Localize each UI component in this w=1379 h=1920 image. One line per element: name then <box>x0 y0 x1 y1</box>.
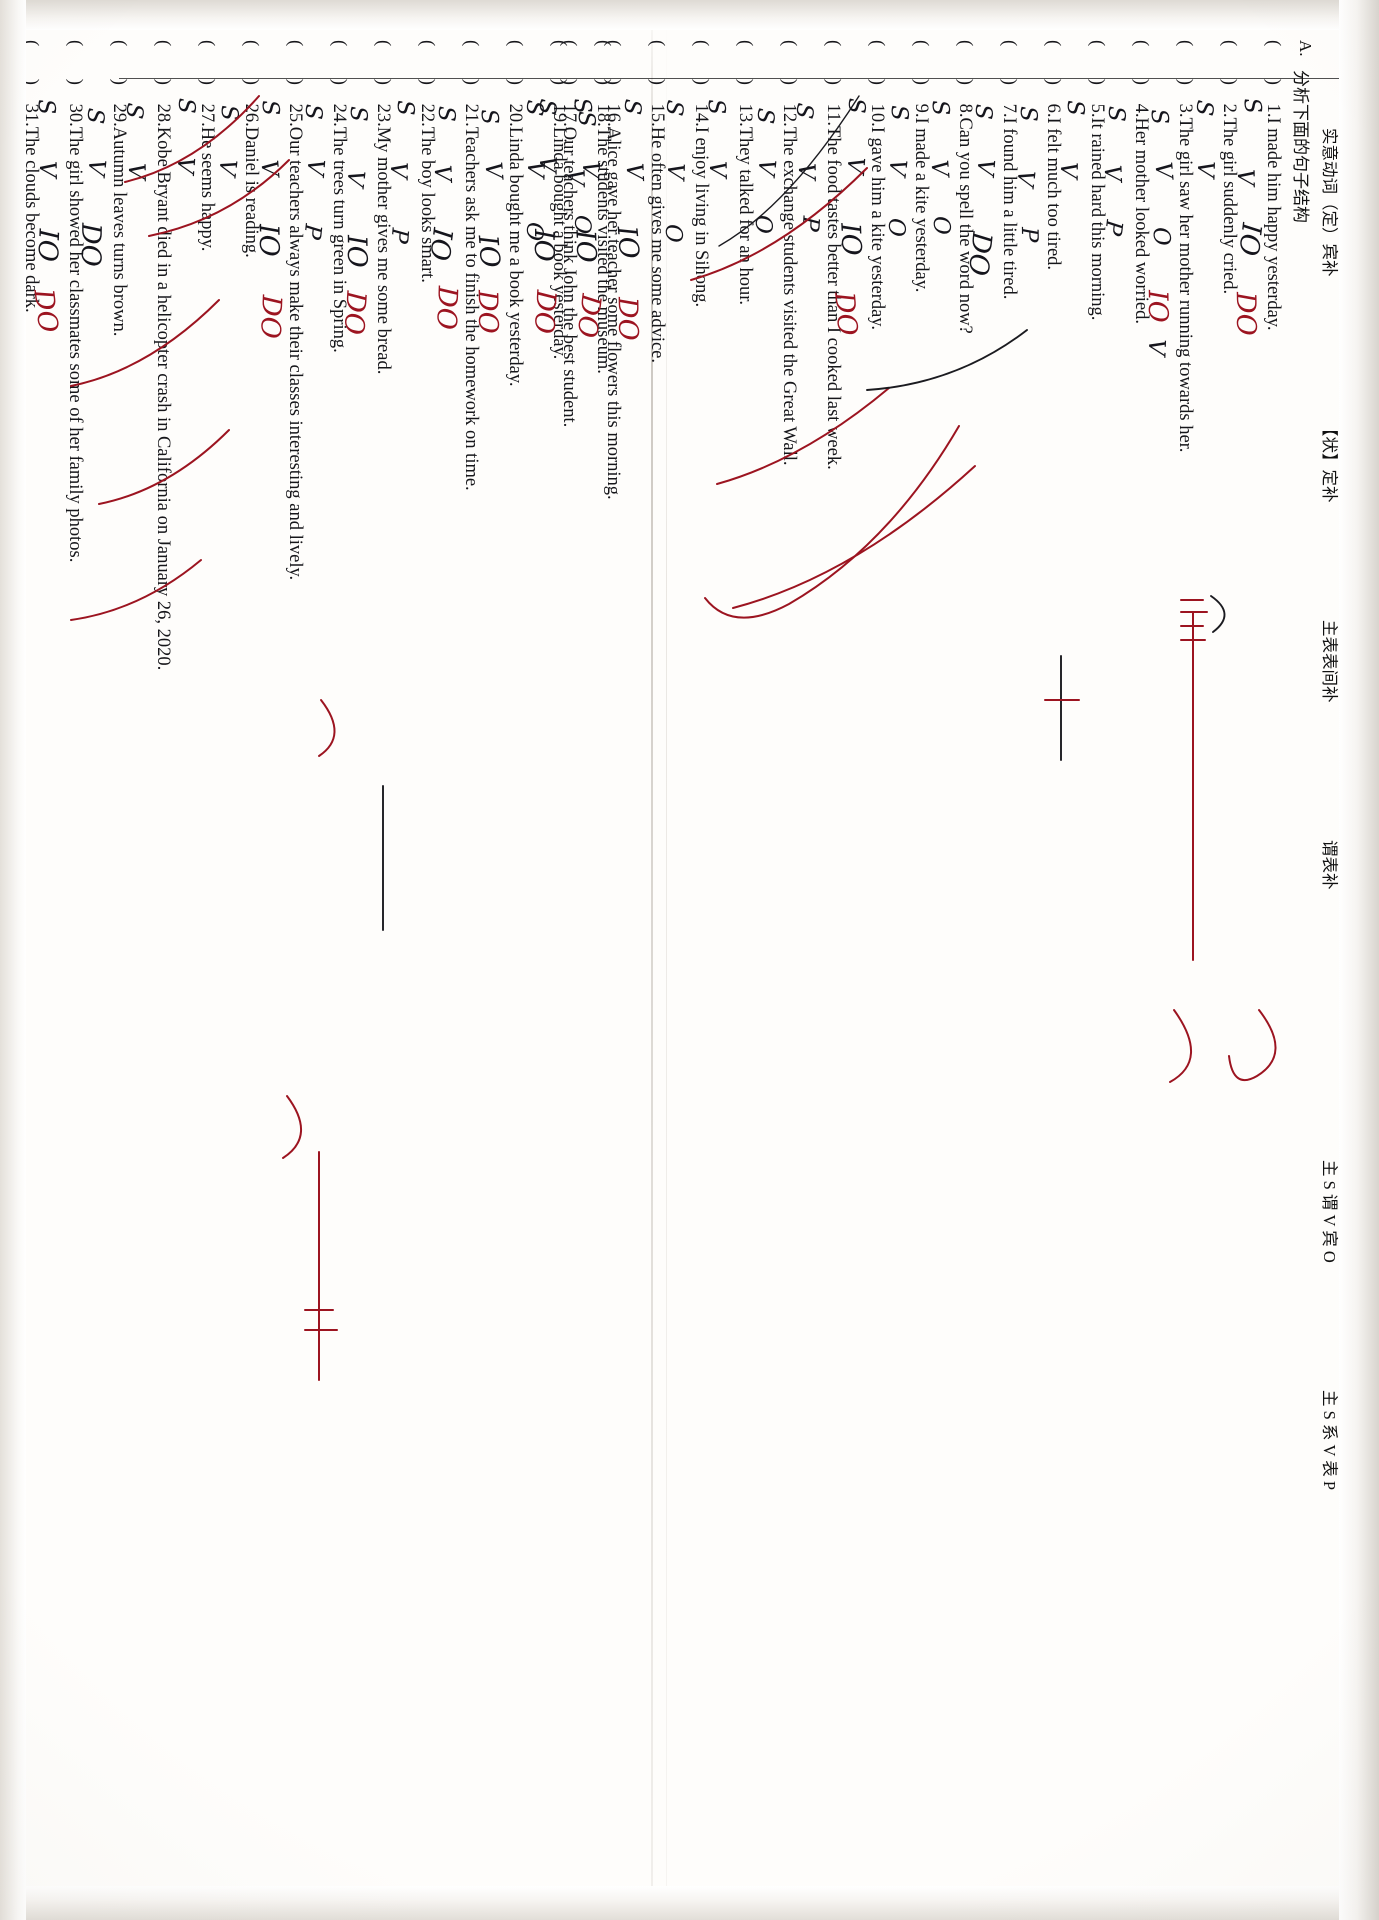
ink-brace-12 <box>866 329 1028 391</box>
ink-ticks-right <box>304 1309 338 1331</box>
ink-curl-right-2 <box>318 699 336 757</box>
ink-sweep-right-5 <box>124 95 260 183</box>
ink-sweep-red-2 <box>732 465 976 609</box>
paper-edge-bottom <box>0 1886 1379 1920</box>
ink-sweep-red-3 <box>716 387 890 485</box>
ink-sweep-right-3 <box>70 299 220 387</box>
ink-sweep-red-4 <box>690 167 868 281</box>
ink-sweep-red-1 <box>704 425 960 619</box>
paper-edge-left <box>0 0 26 1920</box>
ink-sweep-right-1 <box>70 559 202 621</box>
ink-sweep-right-4 <box>148 159 290 237</box>
ink-caret-black <box>1210 595 1226 633</box>
ink-curl-red-1 <box>1228 1009 1277 1081</box>
ink-curl-right-1 <box>282 1095 302 1159</box>
ink-curl-red-2 <box>1169 1009 1192 1083</box>
ink-ticks-red <box>1180 599 1208 641</box>
ink-thin-connector <box>718 95 860 247</box>
ink-sweep-right-2 <box>98 429 230 505</box>
paper-edge-right <box>1339 0 1379 1920</box>
paper-edge-top <box>0 0 1379 30</box>
